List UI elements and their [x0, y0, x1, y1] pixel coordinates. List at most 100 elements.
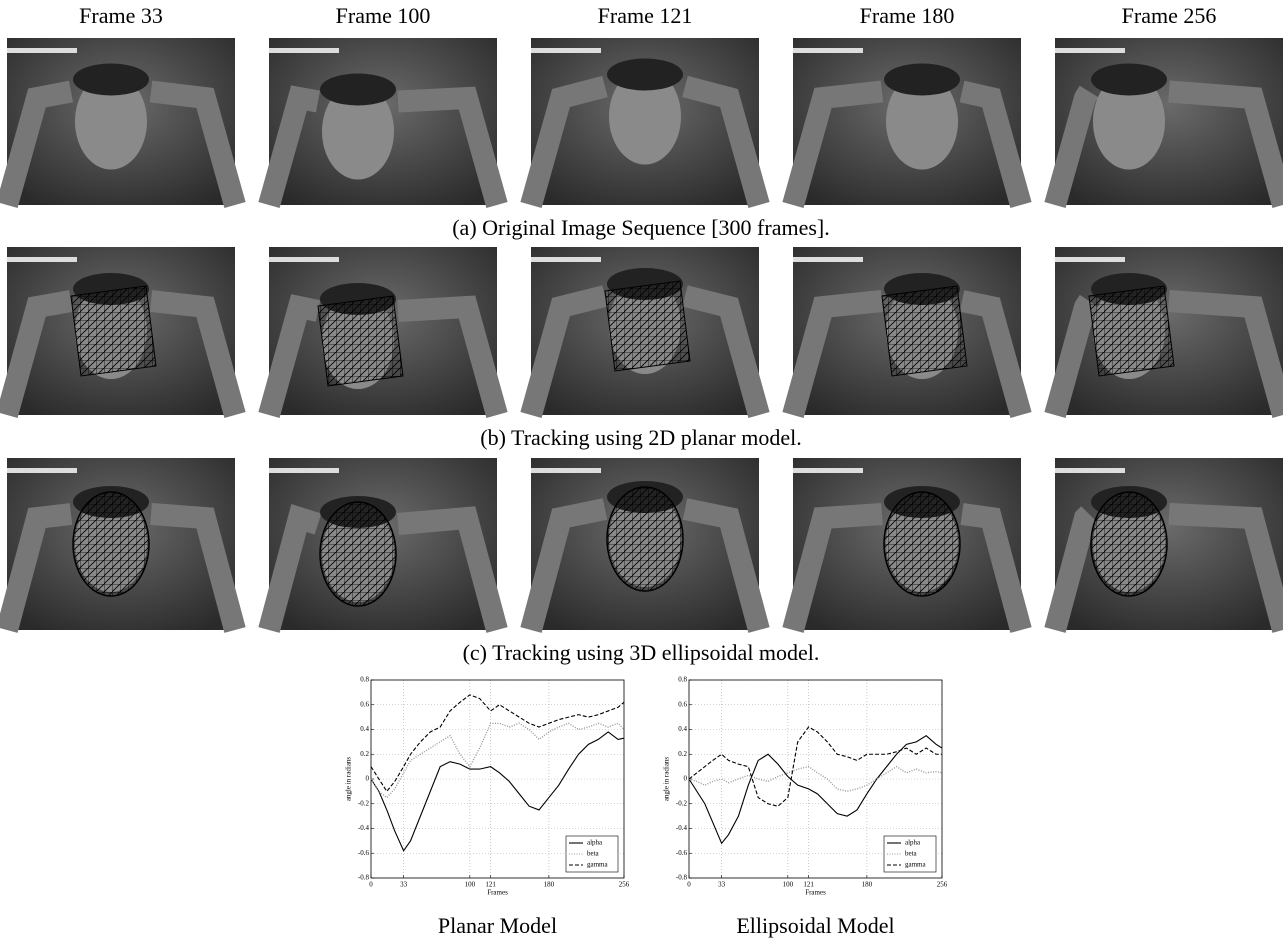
photo — [531, 247, 759, 415]
y-tick-label: -0.4 — [676, 824, 688, 832]
photo — [793, 38, 1021, 205]
photo — [1055, 247, 1283, 415]
lamp — [269, 468, 339, 473]
ellipsoid-mesh — [1091, 492, 1167, 596]
caption: (a) Original Image Sequence [300 frames]… — [452, 215, 830, 240]
planar-mesh — [882, 286, 967, 376]
lamp — [531, 48, 601, 53]
y-axis-label: angle in radians — [345, 757, 353, 802]
y-tick-label: 0.4 — [678, 725, 687, 733]
legend-label: alpha — [905, 839, 921, 847]
x-axis-label: Frames — [805, 889, 826, 897]
y-tick-label: 0.2 — [360, 750, 369, 758]
hair — [884, 64, 960, 96]
lamp — [269, 48, 339, 53]
lamp — [1055, 48, 1125, 53]
y-tick-label: 0 — [684, 775, 688, 783]
hair — [1091, 64, 1167, 96]
x-tick-label: 180 — [862, 881, 873, 889]
lamp — [1055, 257, 1125, 262]
ellipsoid-mesh — [320, 502, 396, 606]
photo — [7, 38, 235, 205]
lamp — [1055, 468, 1125, 473]
x-tick-label: 100 — [783, 881, 794, 889]
y-tick-label: -0.6 — [676, 849, 688, 857]
legend: alpha beta gamma — [884, 836, 936, 872]
y-tick-label: -0.4 — [358, 824, 370, 832]
lamp — [7, 468, 77, 473]
photo — [793, 247, 1021, 415]
y-tick-label: -0.2 — [676, 799, 688, 807]
x-tick-label: 121 — [485, 881, 496, 889]
line-series — [371, 732, 624, 851]
x-tick-label: 180 — [544, 881, 555, 889]
photo — [1055, 38, 1283, 205]
line-series — [689, 727, 942, 806]
x-tick-label: 0 — [687, 881, 691, 889]
frame-label: Frame 100 — [336, 3, 431, 28]
legend-label: beta — [587, 850, 600, 858]
chart-caption: Ellipsoidal Model — [736, 913, 894, 938]
y-tick-label: 0.6 — [360, 700, 369, 708]
lamp — [531, 257, 601, 262]
y-tick-label: 0.2 — [678, 750, 687, 758]
lamp — [793, 257, 863, 262]
y-tick-label: -0.8 — [358, 874, 370, 882]
x-tick-label: 33 — [400, 881, 408, 889]
photo — [269, 458, 497, 630]
photo — [531, 458, 759, 630]
y-tick-label: -0.6 — [358, 849, 370, 857]
lamp — [269, 257, 339, 262]
legend-label: gamma — [905, 861, 926, 869]
photo — [269, 38, 497, 205]
photo — [793, 458, 1021, 630]
legend-label: gamma — [587, 861, 608, 869]
hair — [73, 64, 149, 96]
x-tick-label: 256 — [937, 881, 948, 889]
caption: (b) Tracking using 2D planar model. — [480, 425, 801, 450]
lamp — [793, 468, 863, 473]
y-tick-label: 0.6 — [678, 700, 687, 708]
x-tick-label: 0 — [369, 881, 373, 889]
photo — [531, 38, 759, 205]
y-axis-label: angle in radians — [663, 757, 671, 802]
y-tick-label: -0.2 — [358, 799, 370, 807]
lamp — [793, 48, 863, 53]
caption: (c) Tracking using 3D ellipsoidal model. — [463, 640, 820, 665]
y-tick-label: 0 — [366, 775, 370, 783]
lamp — [7, 257, 77, 262]
planar-mesh — [71, 286, 156, 376]
photo — [7, 247, 235, 415]
x-tick-label: 121 — [803, 881, 814, 889]
photo — [7, 458, 235, 630]
planar-mesh — [1089, 286, 1174, 376]
ellipsoid-mesh — [607, 487, 683, 591]
frame-label: Frame 33 — [79, 3, 163, 28]
legend-label: beta — [905, 850, 918, 858]
y-tick-label: 0.8 — [678, 676, 687, 684]
ellipsoid-mesh — [73, 492, 149, 596]
x-tick-label: 100 — [465, 881, 476, 889]
hair — [607, 59, 683, 91]
line-series — [689, 736, 942, 844]
y-tick-label: 0.4 — [360, 725, 369, 733]
ellipsoid-mesh — [884, 492, 960, 596]
frame-label: Frame 256 — [1122, 3, 1217, 28]
planar-mesh — [605, 281, 690, 371]
x-tick-label: 33 — [718, 881, 726, 889]
frame-label: Frame 180 — [860, 3, 955, 28]
frame-label: Frame 121 — [598, 3, 693, 28]
y-tick-label: 0.8 — [360, 676, 369, 684]
lamp — [7, 48, 77, 53]
planar-mesh — [318, 296, 403, 386]
figure: Frame 33 Frame 100 Frame 121 Frame 180 Frame… — [0, 0, 1283, 942]
legend-label: alpha — [587, 839, 603, 847]
chart-caption: Planar Model — [438, 913, 557, 938]
photo — [1055, 458, 1283, 630]
photo — [269, 247, 497, 415]
y-tick-label: -0.8 — [676, 874, 688, 882]
hair — [320, 74, 396, 106]
x-axis-label: Frames — [487, 889, 508, 897]
legend: alpha beta gamma — [566, 836, 618, 872]
lamp — [531, 468, 601, 473]
